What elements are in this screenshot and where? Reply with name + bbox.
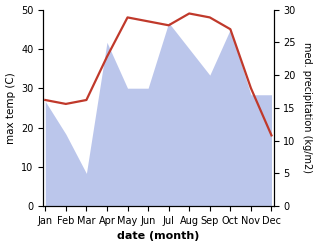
Y-axis label: med. precipitation (kg/m2): med. precipitation (kg/m2) [302,42,313,173]
Y-axis label: max temp (C): max temp (C) [5,72,16,144]
X-axis label: date (month): date (month) [117,231,200,242]
